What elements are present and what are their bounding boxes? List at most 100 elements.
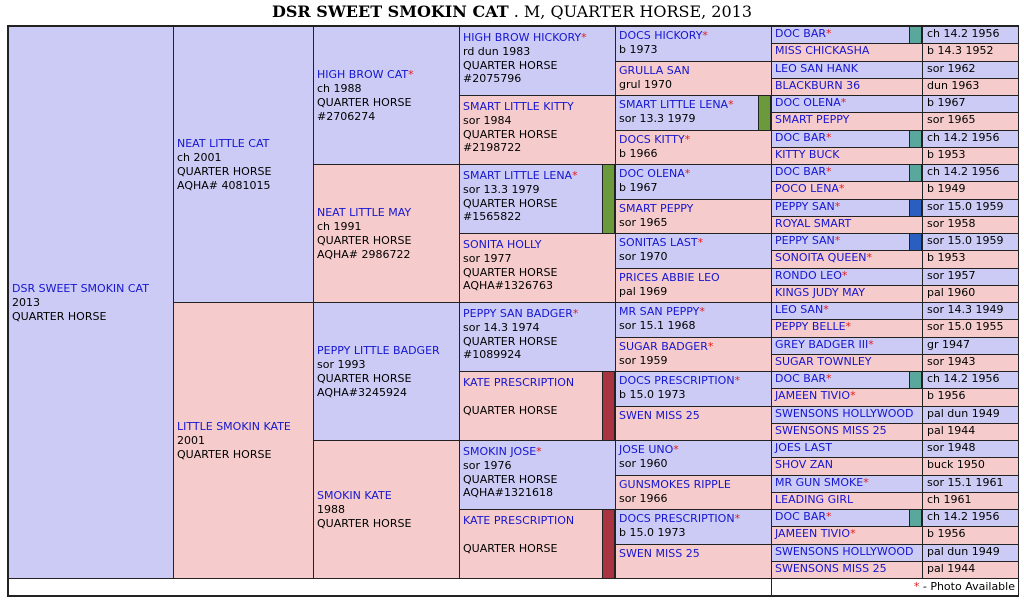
photo-available-icon[interactable]: *: [707, 340, 714, 353]
horse-name-link[interactable]: SWENSONS MISS 25: [775, 562, 887, 575]
horse-name-link[interactable]: MISS CHICKASHA: [775, 44, 870, 57]
horse-name-link[interactable]: SWENSONS HOLLYWOOD: [775, 545, 914, 558]
horse-name-link[interactable]: GUNSMOKES RIPPLE: [619, 478, 731, 491]
horse-name-link[interactable]: MR SAN PEPPY: [619, 305, 700, 318]
horse-name-link[interactable]: PEPPY BELLE: [775, 320, 846, 333]
horse-name-link[interactable]: SMART LITTLE LENA: [619, 98, 729, 111]
horse-name-link[interactable]: DOCS HICKORY: [619, 29, 703, 42]
pedigree-box-gen4: GRULLA SAN grul 1970: [615, 61, 772, 96]
horse-name-link[interactable]: SMART LITTLE KITTY: [463, 100, 574, 113]
photo-available-icon[interactable]: *: [684, 167, 691, 180]
photo-available-icon[interactable]: *: [826, 165, 832, 178]
horse-name-link[interactable]: DOCS PRESCRIPTION: [619, 512, 735, 525]
photo-available-icon[interactable]: *: [826, 510, 832, 523]
horse-name-link[interactable]: LEO SAN: [775, 303, 824, 316]
photo-available-icon[interactable]: *: [838, 182, 845, 195]
horse-name-link[interactable]: PEPPY SAN BADGER: [463, 307, 573, 320]
photo-available-icon[interactable]: *: [834, 234, 841, 247]
horse-name-link[interactable]: DOC OLENA: [619, 167, 685, 180]
horse-name-link[interactable]: SMART PEPPY: [775, 113, 850, 126]
horse-name-link[interactable]: JOSE UNO: [619, 443, 674, 456]
photo-available-icon[interactable]: *: [823, 303, 829, 316]
horse-name-link[interactable]: DOCS PRESCRIPTION: [619, 374, 735, 387]
photo-available-icon[interactable]: *: [863, 476, 869, 489]
horse-name-link[interactable]: JOES LAST: [775, 441, 832, 454]
horse-name-link[interactable]: DOC BAR: [775, 131, 827, 144]
horse-name-link[interactable]: KATE PRESCRIPTION: [463, 514, 575, 527]
horse-name-link[interactable]: SONITAS LAST: [619, 236, 698, 249]
photo-available-icon[interactable]: *: [572, 169, 578, 182]
horse-name-link[interactable]: LEADING GIRL: [775, 493, 854, 506]
horse-name-link[interactable]: POCO LENA: [775, 182, 839, 195]
horse-name-link[interactable]: KITTY BUCK: [775, 148, 840, 161]
horse-name-link[interactable]: RONDO LEO: [775, 269, 842, 282]
horse-name-link[interactable]: GREY BADGER III: [775, 338, 869, 351]
horse-name-link[interactable]: LEO SAN HANK: [775, 62, 858, 75]
horse-name-link[interactable]: NEAT LITTLE MAY: [317, 206, 412, 220]
horse-name-link[interactable]: SMART LITTLE LENA: [463, 169, 573, 182]
horse-name-link[interactable]: DOC BAR: [775, 27, 827, 40]
pedigree-box-gen4: DOC OLENA* b 1967: [615, 164, 772, 200]
photo-available-icon[interactable]: *: [834, 200, 841, 213]
horse-name-link[interactable]: PEPPY LITTLE BADGER: [317, 344, 440, 358]
horse-name-link[interactable]: SONITA HOLLY: [463, 238, 542, 251]
horse-name-link[interactable]: DOC BAR: [775, 372, 827, 385]
photo-available-icon[interactable]: *: [697, 236, 704, 249]
photo-available-icon[interactable]: *: [572, 307, 579, 320]
horse-name-link[interactable]: SMART PEPPY: [619, 202, 694, 215]
horse-name-link[interactable]: SUGAR BADGER: [619, 340, 708, 353]
horse-name-link[interactable]: NEAT LITTLE CAT: [177, 137, 270, 151]
horse-name-link[interactable]: SWEN MISS 25: [619, 547, 700, 560]
photo-available-icon[interactable]: *: [673, 443, 679, 456]
horse-name-link[interactable]: PRICES ABBIE LEO: [619, 271, 720, 284]
horse-name-link[interactable]: SWEN MISS 25: [619, 409, 700, 422]
horse-name-link[interactable]: SUGAR TOWNLEY: [775, 355, 872, 368]
horse-name-link[interactable]: LITTLE SMOKIN KATE: [177, 420, 291, 434]
horse-name-link[interactable]: HIGH BROW CAT: [317, 68, 409, 82]
photo-available-icon[interactable]: *: [868, 338, 874, 351]
horse-name-link[interactable]: SHOV ZAN: [775, 458, 834, 471]
photo-available-icon[interactable]: *: [699, 305, 705, 318]
horse-name-link[interactable]: SWENSONS HOLLYWOOD: [775, 407, 914, 420]
horse-name-link[interactable]: PEPPY SAN: [775, 234, 835, 247]
horse-name-link[interactable]: MR GUN SMOKE: [775, 476, 864, 489]
photo-available-icon[interactable]: *: [536, 445, 542, 458]
photo-available-icon[interactable]: *: [702, 29, 708, 42]
horse-name-link[interactable]: KATE PRESCRIPTION: [463, 376, 575, 389]
photo-available-icon[interactable]: *: [866, 251, 873, 264]
horse-name-link[interactable]: ROYAL SMART: [775, 217, 852, 230]
photo-available-icon[interactable]: *: [845, 320, 852, 333]
horse-name-link[interactable]: DOC BAR: [775, 165, 827, 178]
horse-name-link[interactable]: SMOKIN JOSE: [463, 445, 537, 458]
horse-detail: sor 1965: [927, 113, 976, 126]
horse-name-link[interactable]: DOCS KITTY: [619, 133, 685, 146]
horse-name-link[interactable]: SWENSONS MISS 25: [775, 424, 887, 437]
photo-available-icon[interactable]: *: [581, 31, 587, 44]
horse-name-link[interactable]: DOC BAR: [775, 510, 827, 523]
horse-name-link[interactable]: BLACKBURN 36: [775, 79, 861, 92]
photo-available-icon[interactable]: *: [826, 131, 832, 144]
photo-available-icon[interactable]: *: [408, 68, 414, 82]
photo-available-icon[interactable]: *: [728, 98, 734, 111]
photo-available-icon[interactable]: *: [826, 27, 832, 40]
photo-available-icon[interactable]: *: [684, 133, 691, 146]
photo-available-icon[interactable]: *: [826, 372, 832, 385]
horse-name-link[interactable]: HIGH BROW HICKORY: [463, 31, 582, 44]
horse-name-link[interactable]: KINGS JUDY MAY: [775, 286, 865, 299]
horse-name-link[interactable]: DSR SWEET SMOKIN CAT: [12, 282, 149, 296]
photo-available-icon[interactable]: *: [734, 374, 741, 387]
horse-detail: ch 14.2 1956: [927, 510, 1000, 523]
horse-name-link[interactable]: JAMEEN TIVIO: [775, 389, 851, 402]
horse-name-link[interactable]: JAMEEN TIVIO: [775, 527, 851, 540]
photo-available-icon[interactable]: *: [850, 389, 856, 402]
photo-available-icon[interactable]: *: [850, 527, 856, 540]
horse-name-link[interactable]: GRULLA SAN: [619, 64, 690, 77]
horse-name-link[interactable]: SMOKIN KATE: [317, 489, 392, 503]
pedigree-box-content: SMART LITTLE LENA* sor 13.3 1979: [619, 98, 768, 126]
horse-name-link[interactable]: DOC OLENA: [775, 96, 841, 109]
photo-available-icon[interactable]: *: [840, 96, 847, 109]
photo-available-icon[interactable]: *: [734, 512, 741, 525]
horse-name-link[interactable]: PEPPY SAN: [775, 200, 835, 213]
photo-available-icon[interactable]: *: [841, 269, 848, 282]
horse-name-link[interactable]: SONOITA QUEEN: [775, 251, 867, 264]
